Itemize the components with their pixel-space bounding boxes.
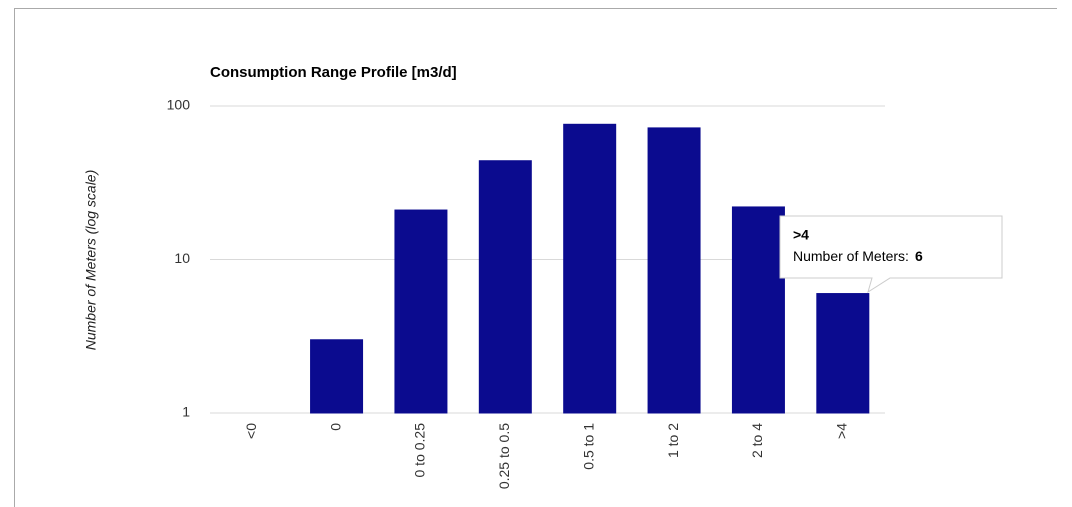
- chart-title: Consumption Range Profile [m3/d]: [210, 64, 457, 81]
- y-tick-label: 1: [182, 404, 190, 420]
- bar: [647, 127, 701, 414]
- tooltip: >4 Number of Meters: 6: [779, 215, 1003, 294]
- x-tick-label: 0: [327, 423, 343, 431]
- x-tick-label: 2 to 4: [749, 423, 765, 458]
- x-tick-label: 1 to 2: [665, 423, 681, 458]
- bar: [310, 339, 364, 414]
- plot-area: 1 10 100 <0 0 0 to 0.25 0.25 to 0.5 0.5 to 1 1 t…: [167, 97, 885, 489]
- tooltip-value: 6: [915, 248, 923, 264]
- tooltip-line: Number of Meters: 6: [793, 248, 923, 264]
- bar: [816, 293, 870, 414]
- tooltip-box: [779, 215, 1003, 294]
- y-tick-label: 10: [174, 250, 190, 266]
- x-tick-label: 0.25 to 0.5: [496, 423, 512, 489]
- x-tick-label: >4: [834, 423, 850, 439]
- y-axis-title: Number of Meters (log scale): [83, 170, 99, 351]
- bar: [731, 206, 785, 414]
- tooltip-category: >4: [793, 227, 809, 243]
- bar: [563, 123, 617, 414]
- x-tick-label: 0 to 0.25: [412, 423, 428, 478]
- y-tick-label: 100: [167, 97, 191, 113]
- bar: [394, 209, 448, 414]
- x-tick-label: <0: [243, 423, 259, 439]
- bar: [478, 160, 532, 414]
- tooltip-label: Number of Meters:: [793, 248, 909, 264]
- x-tick-label: 0.5 to 1: [580, 423, 596, 470]
